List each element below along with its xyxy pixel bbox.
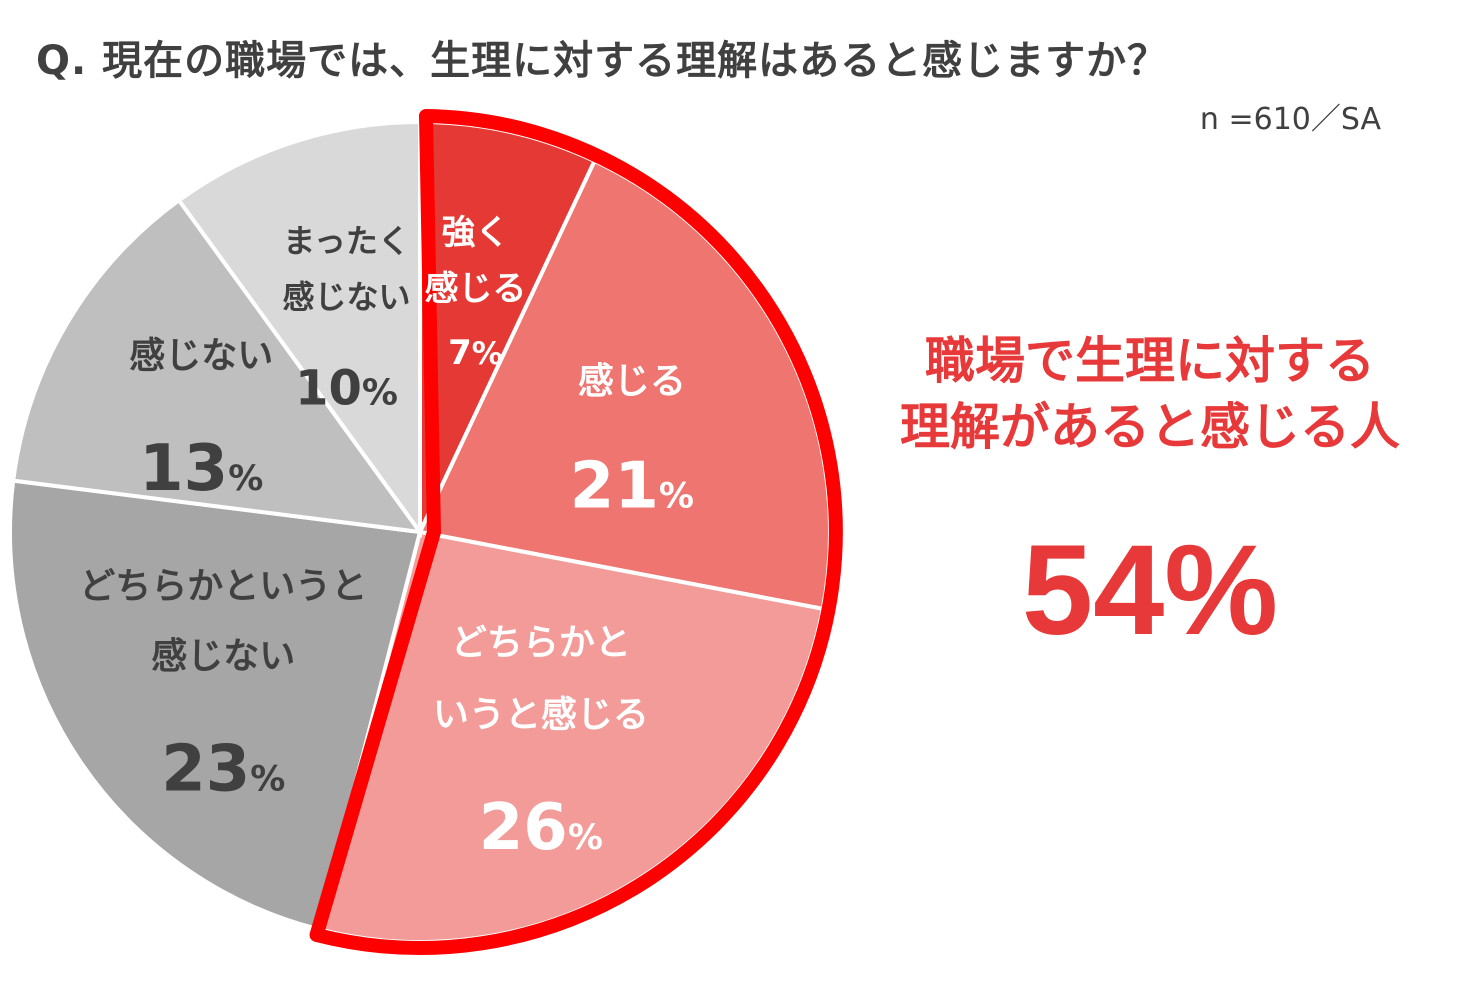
slice-value-1: 7% [448,333,503,373]
slice-label-6-line-1: まったく [283,222,410,260]
slice-label-4-line-1: どちらかというと [79,566,367,607]
slice-label-3-line-2: いうと感じる [433,694,649,735]
question-title: Q. 現在の職場では、生理に対する理解はあると感じますか？ [36,38,1169,84]
highlight-line-1: 職場で生理に対する [925,332,1375,390]
slice-label-1-line-2: 感じる [424,269,526,309]
pie-slice-4 [8,478,423,932]
highlight-line-2: 理解があると感じる人 [900,398,1400,456]
highlight-percentage: 54% [1021,519,1279,662]
slice-value-3: 26% [479,791,603,865]
sample-size-note: n =610／SA [1199,102,1381,137]
slice-label-3-line-1: どちらかと [451,622,631,663]
highlight-outline [309,109,843,955]
slice-label-2-line-1: 感じる [578,361,686,402]
pie-slice-5 [10,197,425,535]
slice-label-1-line-1: 強く [441,213,509,253]
highlight-callout: 職場で生理に対する 理解があると感じる人 54% [850,328,1450,666]
slice-label-4-line-2: 感じない [151,636,295,677]
pie-slice-6 [176,119,422,539]
slice-value-4: 23% [161,733,285,807]
slice-label-6-line-2: 感じない [283,278,411,316]
slice-label-5-line-1: 感じない [129,336,273,377]
